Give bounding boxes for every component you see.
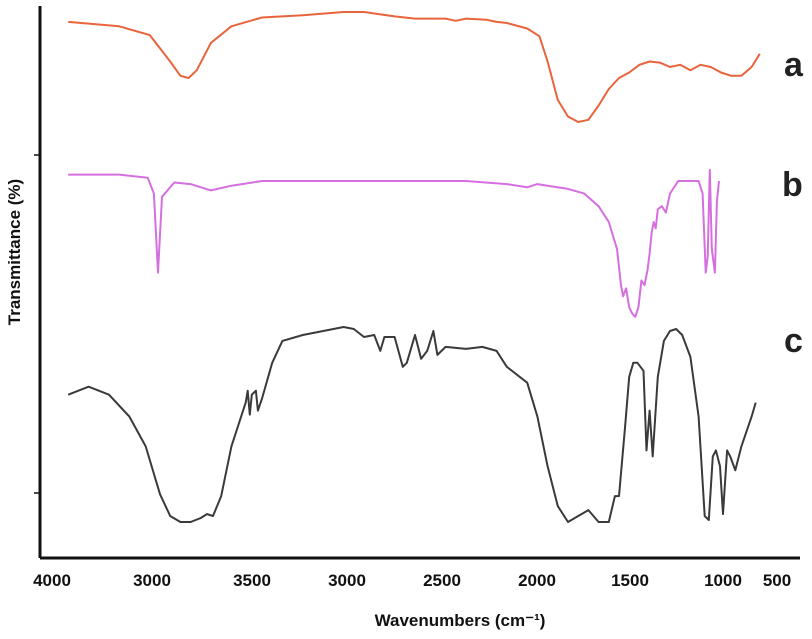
x-tick-label: 1000 (704, 571, 742, 590)
series-label-c: c (784, 322, 803, 360)
y-axis-title: Transmittance (%) (5, 179, 24, 325)
x-tick-label: 3500 (233, 571, 271, 590)
x-tick-label: 1500 (611, 571, 649, 590)
series-layer (67, 11, 761, 523)
x-tick-label: 500 (763, 571, 791, 590)
series-line-b (68, 168, 720, 318)
x-tick-label: 3000 (328, 571, 366, 590)
x-tick-label: 2000 (518, 571, 556, 590)
series-label-b: b (782, 166, 803, 204)
x-axis-title: Wavenumbers (cm⁻¹) (375, 611, 546, 630)
x-tick-label: 2500 (423, 571, 461, 590)
series-line-a (68, 11, 761, 123)
x-tick-label: 4000 (33, 571, 71, 590)
series-line-c (67, 326, 757, 523)
x-tick-labels: 4000 3000 3500 3000 2500 2000 1500 1000 500 (33, 571, 791, 590)
x-tick-label: 3000 (133, 571, 171, 590)
series-label-a: a (784, 46, 804, 84)
axes (34, 6, 800, 560)
